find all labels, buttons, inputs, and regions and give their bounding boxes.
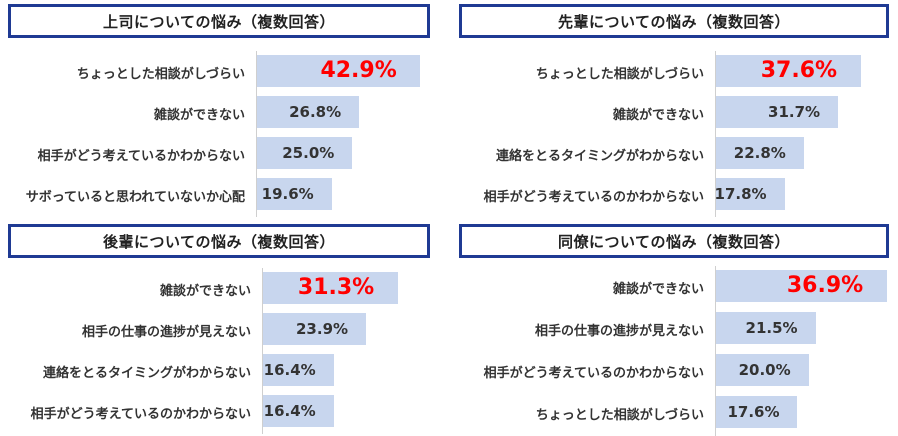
bar: [263, 313, 366, 345]
category-axis-line: [262, 268, 263, 434]
data-label: 31.7%: [768, 103, 821, 121]
bar: [257, 96, 360, 128]
data-label: 36.9%: [786, 273, 864, 298]
category-label: 相手がどう考えているのかわからない: [483, 190, 704, 205]
category-label: 連絡をとるタイミングがわからない: [495, 149, 704, 164]
bar: [716, 96, 839, 128]
data-label: 25.0%: [282, 144, 335, 162]
bar: [716, 354, 809, 386]
category-label: 雑談ができない: [159, 284, 251, 299]
chart-title: 先輩についての悩み（複数回答）: [557, 12, 791, 31]
data-label: 20.0%: [738, 361, 791, 379]
data-label: 22.8%: [733, 144, 786, 162]
category-label: 相手の仕事の進捗が見えない: [81, 325, 251, 340]
category-label: 雑談ができない: [612, 282, 704, 297]
bar: [263, 272, 398, 304]
bar: [716, 312, 816, 344]
category-label: サボっていると思われていないか心配: [25, 190, 245, 205]
data-label: 37.6%: [760, 58, 838, 83]
data-label: 17.8%: [714, 185, 767, 203]
category-label: ちょっとした相談がしづらい: [535, 408, 704, 423]
category-axis-line: [715, 51, 716, 217]
chart-title-box: 上司についての悩み（複数回答）: [8, 4, 430, 38]
chart-title-box: 先輩についての悩み（複数回答）: [459, 4, 889, 38]
bar: [716, 137, 804, 169]
category-axis-line: [256, 51, 257, 217]
data-label: 19.6%: [261, 185, 314, 203]
bar: [716, 55, 861, 87]
bar: [716, 396, 798, 428]
bar: [716, 178, 785, 210]
chart-title: 上司についての悩み（複数回答）: [102, 12, 336, 31]
category-label: 雑談ができない: [153, 108, 245, 123]
chart-title-box: 後輩についての悩み（複数回答）: [8, 224, 430, 258]
category-axis-line: [715, 266, 716, 436]
bar: [257, 178, 332, 210]
bar: [263, 354, 334, 386]
data-label: 21.5%: [745, 319, 798, 337]
category-label: 雑談ができない: [612, 108, 704, 123]
category-label: 相手がどう考えているかわからない: [37, 149, 245, 164]
bar: [263, 395, 334, 427]
category-label: 相手がどう考えているのかわからない: [30, 407, 251, 422]
data-label: 17.6%: [727, 403, 780, 421]
data-label: 16.4%: [263, 402, 316, 420]
bar: [257, 137, 353, 169]
bar: [716, 270, 887, 302]
data-label: 31.3%: [297, 275, 375, 300]
chart-title-box: 同僚についての悩み（複数回答）: [459, 224, 889, 258]
data-label: 16.4%: [263, 361, 316, 379]
category-label: 相手がどう考えているのかわからない: [483, 366, 704, 381]
data-label: 26.8%: [289, 103, 342, 121]
data-label: 23.9%: [296, 320, 349, 338]
category-label: 連絡をとるタイミングがわからない: [42, 366, 251, 381]
chart-title: 後輩についての悩み（複数回答）: [102, 232, 336, 251]
data-label: 42.9%: [320, 58, 397, 83]
category-label: 相手の仕事の進捗が見えない: [534, 324, 704, 339]
category-label: ちょっとした相談がしづらい: [76, 67, 245, 82]
bar: [257, 55, 421, 87]
category-label: ちょっとした相談がしづらい: [535, 67, 704, 82]
chart-title: 同僚についての悩み（複数回答）: [557, 232, 791, 251]
